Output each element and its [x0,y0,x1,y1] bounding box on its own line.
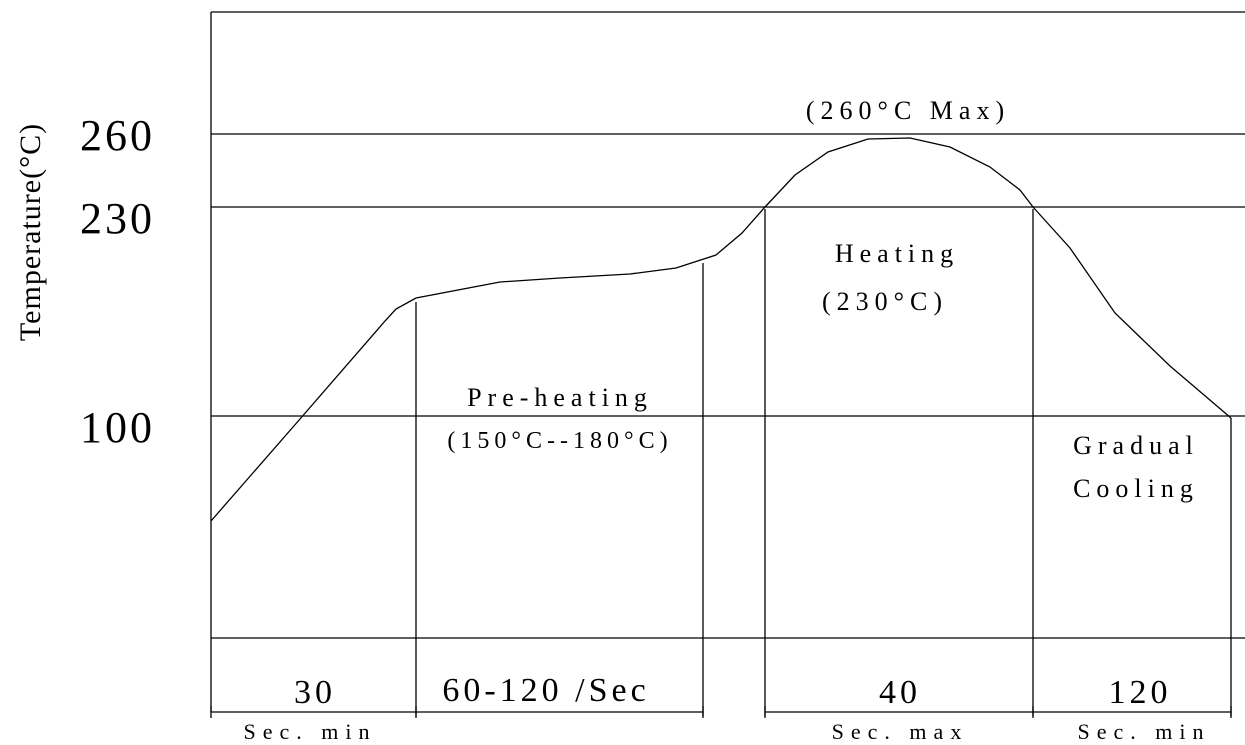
y-tick-100: 100 [80,403,155,452]
heating-label: Heating [835,239,959,268]
duration-value-2: 60-120 /Sec [442,672,649,709]
y-tick-230: 230 [80,194,155,243]
duration-value-3: 40 [879,674,921,711]
cooling-label-line2: Cooling [1073,474,1199,503]
y-tick-260: 260 [80,111,155,160]
y-axis-label: Temperature(°C) [14,123,47,341]
cooling-label-line1: Gradual [1073,431,1199,460]
preheat-range: (150°C--180°C) [447,428,672,454]
duration-unit-1: Sec. min [244,719,377,744]
heating-temp: (230°C) [822,287,948,316]
duration-value-4: 120 [1109,674,1172,711]
temperature-profile-curve [210,137,1232,522]
duration-unit-4: Sec. min [1078,719,1211,744]
peak-temperature-note: (260°C Max) [806,96,1010,125]
duration-unit-3: Sec. max [832,719,969,744]
duration-value-1: 30 [294,674,336,711]
preheat-label: Pre-heating [467,383,653,412]
